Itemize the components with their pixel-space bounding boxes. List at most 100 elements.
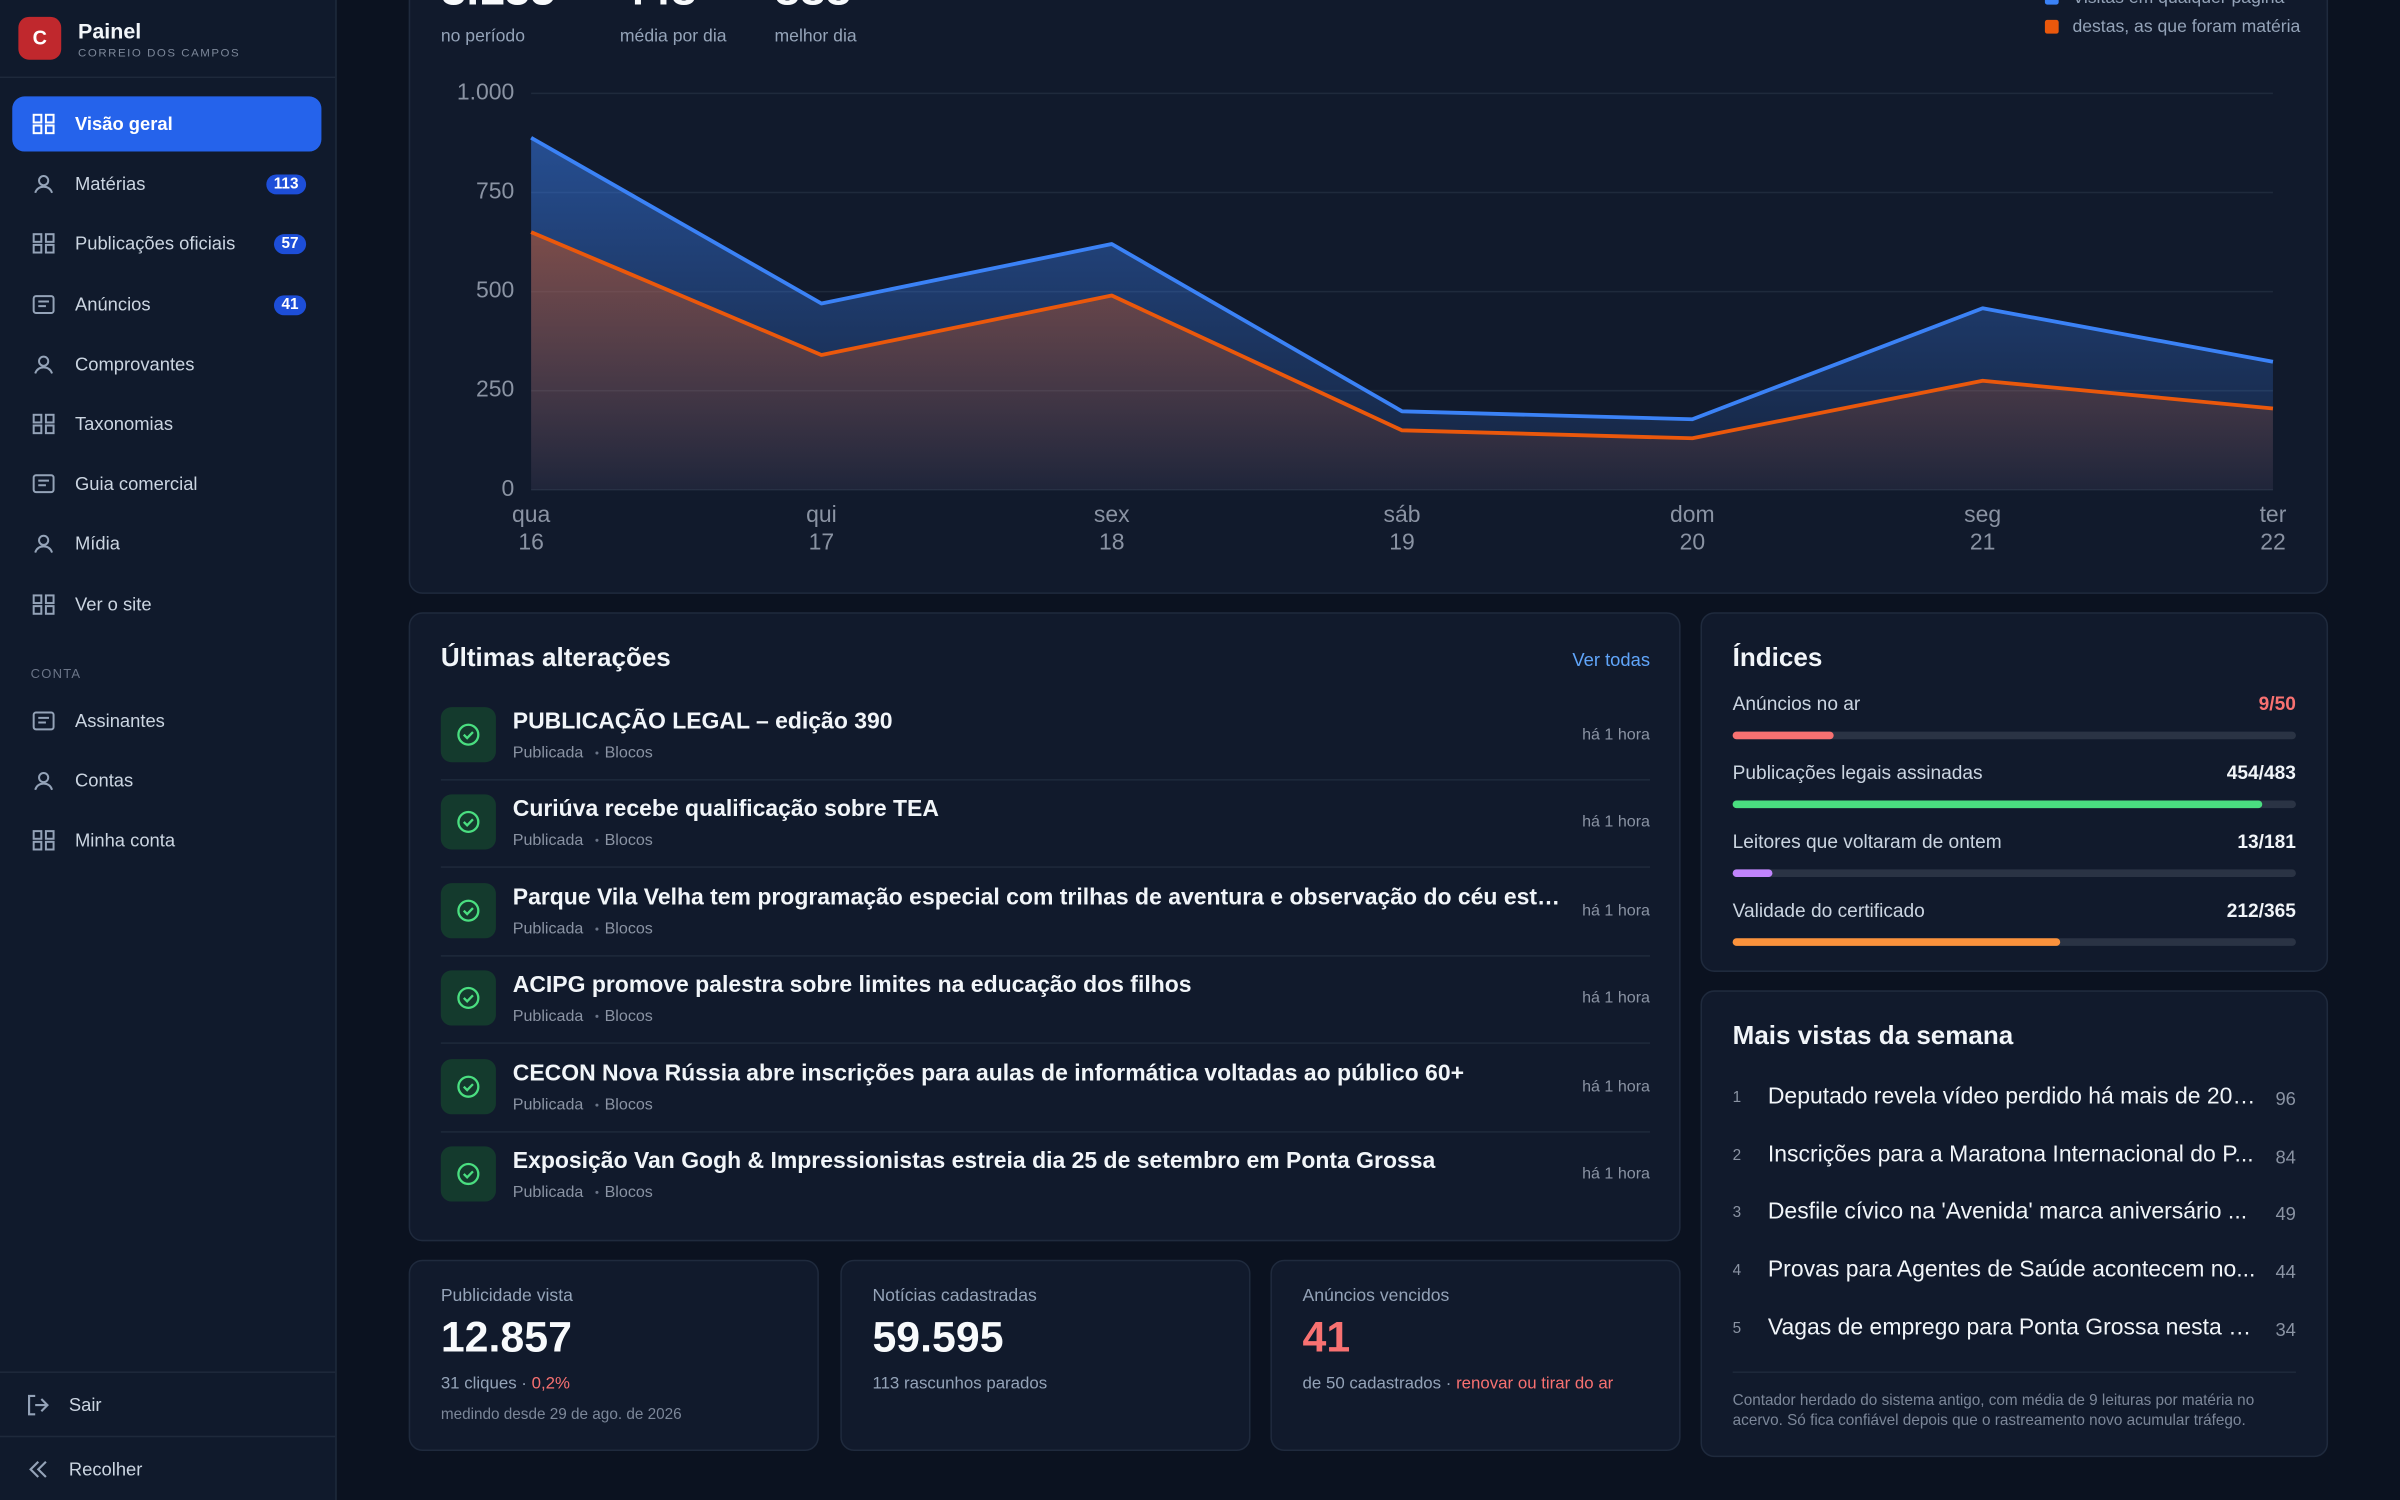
nav-item[interactable]: Publicações oficiais 57: [12, 216, 321, 271]
article-title[interactable]: Vagas de emprego para Ponta Grossa nesta…: [1767, 1314, 2258, 1341]
nav-item[interactable]: Ver o site: [12, 576, 321, 631]
x-tick-label: dom: [1670, 501, 1715, 527]
nav-icon: [32, 294, 55, 314]
nav-item[interactable]: Matérias 113: [12, 156, 321, 211]
x-tick-day: 18: [1099, 528, 1125, 554]
icon-shape: [34, 782, 53, 791]
article-title[interactable]: Deputado revela vídeo perdido há mais de…: [1767, 1083, 2258, 1110]
status-icon: [440, 970, 496, 1026]
nav-item[interactable]: Contas: [12, 753, 321, 808]
logo: C: [18, 16, 62, 60]
change-category: Blocos: [604, 1095, 653, 1114]
change-time: há 1 hora: [1582, 813, 1650, 832]
see-all-link[interactable]: Ver todas: [1572, 648, 1650, 671]
index-value: 454/483: [2226, 762, 2296, 784]
x-tick-day: 20: [1680, 528, 1706, 554]
check-mark: [462, 1170, 474, 1179]
stat-card-detail: de 50 cadastrados · renovar ou tirar do …: [1302, 1374, 1614, 1393]
change-time: há 1 hora: [1582, 1164, 1650, 1184]
change-title[interactable]: Curiúva recebe qualificação sobre TEA: [512, 796, 939, 823]
nav-item[interactable]: Minha conta: [12, 813, 321, 868]
highlight[interactable]: renovar ou tirar do ar: [1456, 1374, 1614, 1393]
icon-shape: [38, 535, 50, 547]
view-count: 34: [2275, 1319, 2296, 1341]
progress-bar: [1732, 869, 1774, 878]
nav-icon: [32, 711, 55, 731]
nav-label: Publicações oficiais: [74, 233, 236, 255]
article-title[interactable]: Inscrições para a Maratona Internacional…: [1767, 1141, 2254, 1168]
check-icon: [457, 1075, 480, 1098]
check-circle: [457, 987, 480, 1010]
y-tick-label: 750: [476, 178, 514, 204]
nav-item[interactable]: Visão geral: [12, 96, 322, 152]
icon-shape: [38, 175, 50, 187]
nav-label: Mídia: [74, 533, 120, 555]
nav-icon: [32, 593, 55, 615]
nav-icon: [32, 113, 55, 135]
article-title[interactable]: Desfile cívico na 'Avenida' marca aniver…: [1767, 1199, 2248, 1226]
icon-shape: [34, 546, 53, 554]
icon-shape: [32, 294, 55, 314]
nav-icon: [32, 233, 55, 255]
change-title[interactable]: PUBLICAÇÃO LEGAL – edição 390: [512, 708, 893, 735]
note: Contador herdado do sistema antigo, com …: [1732, 1392, 2255, 1430]
logout[interactable]: Sair: [68, 1394, 102, 1416]
icon-shape: [32, 474, 55, 494]
nav-item[interactable]: Anúncios 41: [12, 276, 321, 331]
x-tick-label: ter: [2260, 501, 2287, 527]
icon-shape: [38, 716, 49, 724]
nav-item[interactable]: Guia comercial: [12, 456, 321, 511]
check-mark: [462, 1082, 474, 1092]
divider: [440, 1130, 1650, 1133]
progress-track: [1732, 938, 2296, 946]
change-status: Publicada: [512, 1095, 584, 1114]
stat-label: melhor dia: [774, 27, 857, 46]
stat-card: Anúncios vencidos 41 de 50 cadastrados · r…: [1270, 1259, 1681, 1452]
legend-swatch: [2044, 0, 2059, 5]
icon-shape: [32, 424, 43, 435]
article-title[interactable]: Provas para Agentes de Saúde acontecem n…: [1767, 1256, 2256, 1283]
card-title: Últimas alterações: [440, 642, 671, 672]
icon-shape: [32, 124, 43, 135]
nav-label: Taxonomias: [74, 413, 174, 435]
change-category: Blocos: [604, 1183, 653, 1202]
collapse[interactable]: Recolher: [68, 1458, 143, 1481]
divider: [0, 76, 336, 79]
progress-track: [1732, 800, 2296, 809]
nav-item[interactable]: Assinantes: [12, 693, 321, 748]
x-tick-day: 19: [1389, 528, 1415, 554]
highlight: 0,2%: [531, 1374, 570, 1393]
change-title[interactable]: Exposição Van Gogh & Impressionistas est…: [512, 1147, 1436, 1174]
icon-shape: [38, 479, 49, 487]
nav-item[interactable]: Taxonomias: [12, 396, 321, 451]
change-time: há 1 hora: [1582, 1076, 1650, 1096]
y-tick-label: 0: [502, 475, 515, 501]
rank: 5: [1732, 1320, 1742, 1338]
rank: 4: [1732, 1262, 1742, 1280]
index-label: Leitores que voltaram de ontem: [1732, 831, 2002, 853]
x-tick-day: 17: [809, 528, 835, 554]
change-status: Publicada: [512, 831, 584, 851]
change-title[interactable]: ACIPG promove palestra sobre limites na …: [512, 972, 1192, 999]
nav-item[interactable]: Comprovantes: [12, 336, 321, 391]
nav-badge: 57: [273, 234, 307, 255]
divider: [1732, 1371, 2296, 1373]
status-icon: [440, 794, 496, 851]
brand-subtitle: CORREIO DOS CAMPOS: [78, 45, 241, 60]
logout-icon: [28, 1394, 49, 1416]
section-label: CONTA: [30, 665, 82, 682]
change-title[interactable]: CECON Nova Rússia abre inscrições para a…: [512, 1060, 1465, 1087]
nav-item[interactable]: Mídia: [12, 516, 321, 571]
change-category: Blocos: [604, 831, 653, 851]
icon-shape: [32, 593, 43, 604]
change-title[interactable]: Parque Vila Velha tem programação especi…: [512, 884, 1563, 911]
changes-card: Últimas alterações Ver todas PUBLICAÇÃO …: [408, 612, 1681, 1242]
brand-title: Painel: [78, 18, 142, 43]
nav-label: Minha conta: [74, 830, 176, 852]
x-tick-label: qua: [512, 501, 551, 527]
status-icon: [440, 1058, 496, 1114]
icon-shape: [44, 841, 55, 852]
stat-card-footnote: medindo desde 29 de ago. de 2026: [440, 1406, 682, 1424]
meta-dot: [595, 751, 599, 755]
